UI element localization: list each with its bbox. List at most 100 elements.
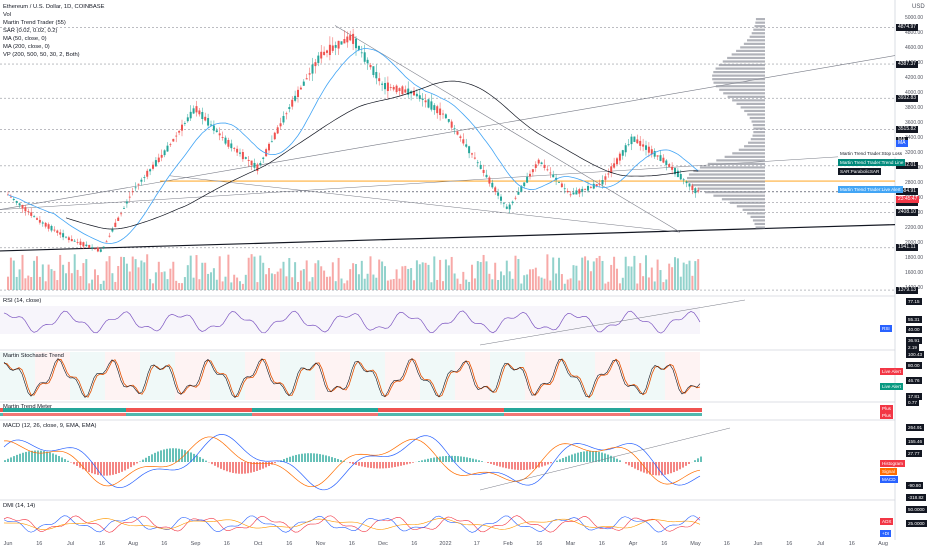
meter-cell (531, 408, 534, 412)
meter-cell (678, 413, 681, 416)
rsi-label[interactable]: RSI (14, close) (3, 298, 42, 304)
price-tag[interactable]: 1379.13 (896, 286, 919, 294)
macd-label[interactable]: MACD (12, 26, close, 9, EMA, EMA) (3, 423, 97, 429)
meter-cell (480, 408, 483, 412)
meter-cell (54, 408, 57, 412)
volume-bar (642, 276, 645, 290)
meter-cell (150, 413, 153, 416)
volume-bar (302, 269, 305, 290)
legend-vol[interactable]: Vol (3, 12, 12, 18)
macd-histogram-bar (349, 462, 351, 464)
candle-body (360, 52, 363, 54)
candle-body (157, 157, 160, 163)
support-trendline (0, 224, 896, 252)
meter-cell (288, 413, 291, 416)
price-tag[interactable]: 4874.97 (896, 23, 919, 31)
meter-cell (489, 413, 492, 416)
price-tag[interactable]: 2684.91 (896, 188, 919, 196)
meter-cell (123, 408, 126, 412)
macd-histogram-bar (130, 462, 132, 468)
volume-bar (15, 276, 18, 290)
time-axis-label: Mar (565, 541, 576, 547)
candle-body (175, 135, 178, 137)
volume-bar (224, 276, 227, 290)
meter-cell (387, 413, 390, 416)
meter-cell (666, 413, 669, 416)
candle-body (218, 133, 221, 136)
meter-cell (162, 413, 165, 416)
macd-histogram-bar (271, 462, 273, 465)
candle-body (172, 138, 175, 142)
volume-bar (285, 276, 288, 290)
legend-vp[interactable]: VP (200, 500, 50, 30, 2, Both) (3, 52, 80, 58)
meter-pane-tag: Plus (880, 412, 893, 419)
volume-profile-bar (712, 78, 765, 81)
price-tag[interactable]: 4387.37 (896, 60, 919, 68)
dmi-label[interactable]: DMI (14, 14) (3, 503, 36, 509)
meter-cell (489, 408, 492, 412)
price-tag[interactable]: 3032.01 (896, 162, 919, 170)
meter-cell (75, 413, 78, 416)
meter-cell (33, 408, 36, 412)
volume-profile-bar (744, 109, 765, 113)
candle-body (27, 211, 30, 213)
indicator-overlay-tag[interactable]: Martin Trend Trader:Live Alert (838, 186, 903, 193)
meter-cell (393, 413, 396, 416)
volume-bar (314, 263, 317, 290)
volume-bar (305, 260, 308, 290)
candle-body (642, 144, 645, 147)
volume-bar (123, 257, 125, 290)
dmi-minus-line (3, 515, 701, 533)
price-tag[interactable]: MA (896, 139, 908, 147)
macd-histogram-bar (433, 457, 435, 462)
volume-bar (94, 269, 96, 290)
volume-bar (433, 256, 436, 290)
price-tag[interactable]: 3515.82 (896, 126, 919, 134)
macd-histogram-bar (181, 449, 183, 462)
macd-histogram-bar (529, 462, 531, 470)
meter-cell (444, 413, 447, 416)
meter-cell (675, 408, 678, 412)
price-tag[interactable]: 3932.83 (896, 94, 919, 102)
legend-martin[interactable]: Martin Trend Trader (55) (3, 20, 66, 26)
volume-bar (624, 256, 627, 290)
meter-cell (129, 408, 132, 412)
legend-ma200[interactable]: MA (200, close, 0) (3, 44, 50, 50)
meter-cell (264, 413, 267, 416)
time-axis-label: 16 (661, 541, 668, 547)
volume-bar (485, 261, 488, 290)
meter-cell (228, 413, 231, 416)
meter-cell (69, 408, 72, 412)
candle-body (143, 177, 146, 179)
meter-cell (231, 408, 234, 412)
indicator-overlay-tag[interactable]: SAR:ParabolicSAR (838, 168, 882, 175)
price-axis-label: 3800.00 (905, 105, 924, 112)
legend-ma50[interactable]: MA (50, close, 0) (3, 36, 47, 42)
meter-cell (699, 408, 702, 412)
meter-cell (297, 408, 300, 412)
chart-title[interactable]: Ethereum / U.S. Dollar, 1D, COINBASE (3, 4, 105, 10)
meter-cell (579, 413, 582, 416)
macd-histogram-bar (406, 462, 408, 465)
candle-body (375, 72, 378, 79)
meter-cell (612, 413, 615, 416)
price-tag[interactable]: 1941.11 (896, 244, 918, 252)
indicator-overlay-tag[interactable]: Martin Trend Trader:Stop Loss (838, 150, 905, 157)
candle-body (546, 169, 549, 171)
macd-histogram-bar (145, 457, 147, 462)
meter-cell (30, 408, 33, 412)
legend-sar[interactable]: SAR (0.02, 0.02, 0.2) (3, 28, 58, 34)
meter-label[interactable]: Martin Trend Meter (3, 404, 52, 410)
stoch-label[interactable]: Martin Stochastic Trend (3, 353, 64, 359)
volume-bar (633, 255, 636, 290)
price-tag[interactable]: 2408.10 (896, 209, 919, 217)
indicator-overlay-tag[interactable]: Martin Trend Trader:Trend Line (838, 159, 906, 166)
macd-histogram-bar (556, 460, 558, 462)
volume-bar (244, 274, 247, 290)
meter-cell (558, 408, 561, 412)
macd-histogram-bar (187, 451, 189, 462)
volume-bar (616, 268, 618, 290)
volume-bar (436, 279, 439, 290)
macd-histogram-bar (664, 462, 666, 475)
